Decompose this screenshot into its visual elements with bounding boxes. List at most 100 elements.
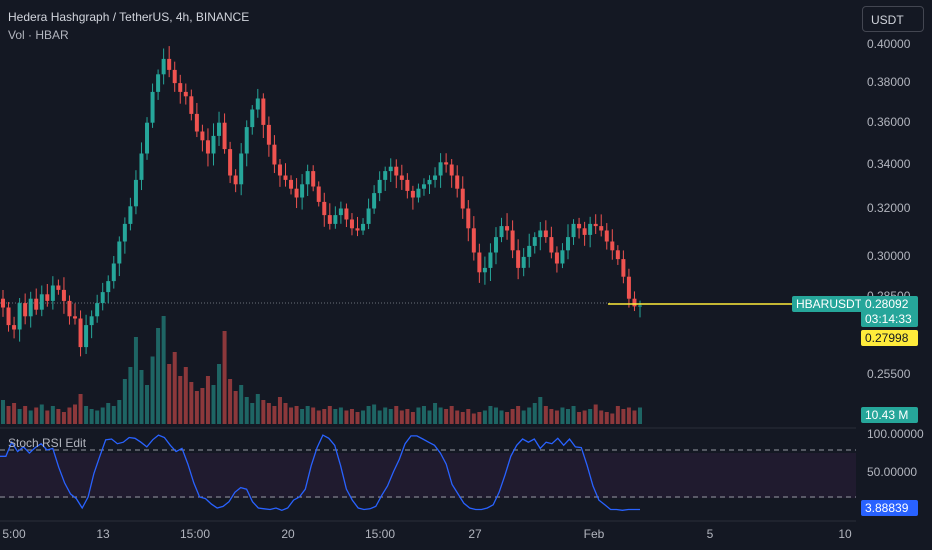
candle-body xyxy=(73,316,78,319)
candle-body xyxy=(505,226,510,231)
candle-body xyxy=(421,184,426,189)
candle-body xyxy=(12,325,17,330)
volume-bar xyxy=(100,407,105,424)
volume-bar xyxy=(261,400,266,424)
volume-bar xyxy=(244,397,249,424)
volume-bar xyxy=(156,328,161,424)
price-tick-label: 0.34000 xyxy=(867,157,911,171)
volume-bar xyxy=(460,412,465,424)
volume-bar xyxy=(405,409,410,424)
candle-body xyxy=(338,208,343,216)
volume-bar xyxy=(338,407,343,424)
candle-body xyxy=(543,230,548,238)
volume-bar xyxy=(444,409,449,424)
time-tick-label: 5:00 xyxy=(2,527,26,541)
volume-bar xyxy=(34,407,39,424)
candle-body xyxy=(521,256,526,268)
volume-bar xyxy=(233,391,238,424)
candle-body xyxy=(178,83,183,92)
rsi-tick-label: 100.00000 xyxy=(867,427,924,441)
stoch-rsi-title[interactable]: Stoch RSI Edit xyxy=(8,436,87,450)
volume-bar xyxy=(366,406,371,424)
volume-bar xyxy=(543,406,548,424)
volume-bar xyxy=(95,410,100,424)
volume-tag: 10.43 M xyxy=(861,407,918,423)
candle-body xyxy=(106,281,111,293)
volume-bar xyxy=(128,367,133,424)
time-tick-label: 5 xyxy=(707,527,714,541)
candle-body xyxy=(333,215,338,224)
volume-bar xyxy=(410,412,415,424)
volume-bar xyxy=(316,410,321,424)
volume-bar xyxy=(449,406,454,424)
volume-bar xyxy=(133,337,138,424)
volume-bar xyxy=(255,394,260,424)
candle-body xyxy=(621,259,626,277)
candle-body xyxy=(383,171,388,180)
rsi-axis: 100.00000 50.00000 xyxy=(867,427,924,479)
volume-bar xyxy=(327,406,332,424)
candle-body xyxy=(139,153,144,180)
candle-body xyxy=(482,267,487,273)
volume-bar xyxy=(222,331,227,424)
volume-bar xyxy=(300,409,305,424)
volume-bar xyxy=(599,410,604,424)
candle-body xyxy=(300,184,305,198)
candle-body xyxy=(499,226,504,238)
candle-body xyxy=(444,162,449,165)
candle-body xyxy=(294,188,299,198)
candle-body xyxy=(638,305,642,307)
volume-bar xyxy=(521,410,526,424)
volume-bar xyxy=(294,406,299,424)
candle-body xyxy=(477,252,482,273)
candle-body xyxy=(194,113,199,132)
candle-body xyxy=(399,175,404,180)
volume-bar xyxy=(527,407,532,424)
volume-bar xyxy=(305,406,310,424)
volume-bar xyxy=(438,407,443,424)
candle-body xyxy=(28,298,33,317)
candle-body xyxy=(145,122,150,154)
volume-bar xyxy=(6,406,11,424)
price-tick-label: 0.40000 xyxy=(867,37,911,51)
candle-body xyxy=(626,276,631,299)
candle-body xyxy=(577,223,582,229)
currency-button[interactable]: USDT xyxy=(862,6,924,32)
volume-bar xyxy=(516,406,521,424)
time-tick-label: 20 xyxy=(281,527,295,541)
volume-bar xyxy=(239,385,244,424)
volume-bar xyxy=(565,409,570,424)
volume-bar xyxy=(178,376,183,424)
volume-bar xyxy=(333,409,338,424)
volume-bar xyxy=(482,410,487,424)
volume-bar xyxy=(499,410,504,424)
candle-body xyxy=(95,303,100,317)
candle-body xyxy=(610,241,615,251)
volume-bar xyxy=(477,412,482,424)
volume-bar xyxy=(161,316,166,424)
candle-body xyxy=(366,208,371,224)
candle-body xyxy=(205,140,210,154)
volume-bar xyxy=(615,406,620,424)
volume-bar xyxy=(167,364,172,424)
rsi-value-tag: 3.88839 xyxy=(861,500,918,516)
stoch-rsi-line xyxy=(0,434,640,511)
volume-bar xyxy=(67,407,72,424)
volume-bar xyxy=(228,379,233,424)
candle-body xyxy=(250,109,255,128)
volume-bar xyxy=(427,410,432,424)
candle-body xyxy=(416,188,421,198)
price-tick-label: 0.36000 xyxy=(867,115,911,129)
candle-body xyxy=(549,237,554,253)
volume-bar xyxy=(610,413,615,424)
volume-bar xyxy=(638,407,642,424)
candle-body xyxy=(394,166,399,176)
candle-body xyxy=(189,96,194,114)
candle-body xyxy=(604,230,609,242)
volume-bar xyxy=(377,410,382,424)
candle-body xyxy=(100,292,105,304)
candle-body xyxy=(266,124,271,145)
rsi-band xyxy=(0,453,856,498)
volume-bar xyxy=(493,407,498,424)
